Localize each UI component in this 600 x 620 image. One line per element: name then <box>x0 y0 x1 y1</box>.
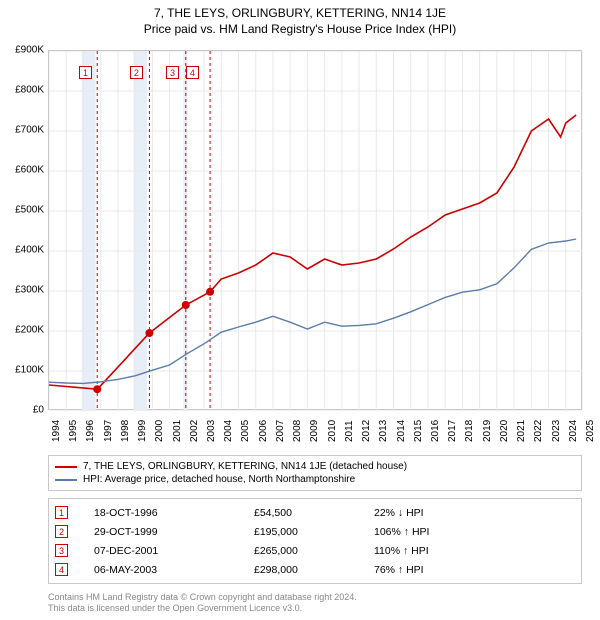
transaction-date: 18-OCT-1996 <box>94 507 254 519</box>
y-tick-label: £0 <box>33 405 44 416</box>
x-tick-label: 2012 <box>361 420 372 442</box>
x-tick-label: 1999 <box>137 420 148 442</box>
footer-line2: This data is licensed under the Open Gov… <box>48 603 357 614</box>
transaction-price: £195,000 <box>254 526 374 538</box>
transaction-date: 07-DEC-2001 <box>94 545 254 557</box>
legend-item: HPI: Average price, detached house, Nort… <box>55 473 575 486</box>
transaction-row: 2 29-OCT-1999£195,000106% ↑ HPI <box>55 522 575 541</box>
legend-swatch <box>55 466 77 468</box>
legend-label: HPI: Average price, detached house, Nort… <box>83 474 355 485</box>
x-tick-label: 2014 <box>396 420 407 442</box>
legend-label: 7, THE LEYS, ORLINGBURY, KETTERING, NN14… <box>83 461 407 472</box>
x-tick-label: 2019 <box>482 420 493 442</box>
x-tick-label: 2007 <box>275 420 286 442</box>
transaction-marker: 2 <box>55 525 68 538</box>
y-tick-label: £500K <box>15 205 44 216</box>
x-tick-label: 2011 <box>344 420 355 442</box>
chart-title-block: 7, THE LEYS, ORLINGBURY, KETTERING, NN14… <box>0 0 600 36</box>
x-tick-label: 2024 <box>568 420 579 442</box>
transaction-marker: 1 <box>55 506 68 519</box>
transaction-marker: 4 <box>55 563 68 576</box>
x-tick-label: 2005 <box>240 420 251 442</box>
x-tick-label: 2017 <box>447 420 458 442</box>
x-tick-label: 2003 <box>206 420 217 442</box>
footer-attribution: Contains HM Land Registry data © Crown c… <box>48 592 357 615</box>
transactions-table: 1 18-OCT-1996£54,50022% ↓ HPI 2 29-OCT-1999… <box>48 498 582 584</box>
chart-area: 1 2 34 <box>48 50 582 410</box>
plot-svg <box>49 51 583 411</box>
transaction-date: 29-OCT-1999 <box>94 526 254 538</box>
x-tick-label: 2016 <box>430 420 441 442</box>
x-tick-label: 1995 <box>68 420 79 442</box>
transaction-price: £298,000 <box>254 564 374 576</box>
x-tick-label: 2021 <box>516 420 527 442</box>
y-tick-label: £700K <box>15 125 44 136</box>
x-tick-label: 2002 <box>189 420 200 442</box>
legend-item: 7, THE LEYS, ORLINGBURY, KETTERING, NN14… <box>55 460 575 473</box>
transaction-row: 1 18-OCT-1996£54,50022% ↓ HPI <box>55 503 575 522</box>
transaction-row: 3 07-DEC-2001£265,000110% ↑ HPI <box>55 541 575 560</box>
chart-marker-4: 4 <box>186 66 199 79</box>
x-tick-label: 2020 <box>499 420 510 442</box>
x-tick-label: 1998 <box>120 420 131 442</box>
y-tick-label: £100K <box>15 365 44 376</box>
transaction-row: 4 06-MAY-2003£298,00076% ↑ HPI <box>55 560 575 579</box>
x-tick-label: 2022 <box>533 420 544 442</box>
x-tick-label: 2000 <box>154 420 165 442</box>
legend-swatch <box>55 479 77 481</box>
y-tick-label: £600K <box>15 165 44 176</box>
y-tick-label: £300K <box>15 285 44 296</box>
y-tick-label: £200K <box>15 325 44 336</box>
transaction-price: £265,000 <box>254 545 374 557</box>
y-tick-label: £900K <box>15 45 44 56</box>
y-tick-label: £400K <box>15 245 44 256</box>
x-axis-labels: 1994 1995 1996 1997 1998 1999 2000 2001 2002 2003… <box>48 412 582 452</box>
x-tick-label: 2004 <box>223 420 234 442</box>
x-tick-label: 2013 <box>378 420 389 442</box>
x-tick-label: 2015 <box>413 420 424 442</box>
transaction-price: £54,500 <box>254 507 374 519</box>
footer-line1: Contains HM Land Registry data © Crown c… <box>48 592 357 603</box>
x-tick-label: 1994 <box>51 420 62 442</box>
x-tick-label: 2025 <box>585 420 596 442</box>
x-tick-label: 2001 <box>172 420 183 442</box>
x-tick-label: 2009 <box>309 420 320 442</box>
title-line2: Price paid vs. HM Land Registry's House … <box>0 22 600 36</box>
legend: 7, THE LEYS, ORLINGBURY, KETTERING, NN14… <box>48 455 582 491</box>
x-tick-label: 2010 <box>327 420 338 442</box>
y-axis-labels: £0£100K£200K£300K£400K£500K£600K£700K£80… <box>6 50 46 410</box>
x-tick-label: 1996 <box>85 420 96 442</box>
transaction-pct: 22% ↓ HPI <box>374 507 484 519</box>
transaction-date: 06-MAY-2003 <box>94 564 254 576</box>
chart-marker-2: 2 <box>130 66 143 79</box>
title-line1: 7, THE LEYS, ORLINGBURY, KETTERING, NN14… <box>0 6 600 20</box>
plot-region <box>48 50 582 410</box>
transaction-pct: 110% ↑ HPI <box>374 545 484 557</box>
chart-marker-3: 3 <box>166 66 179 79</box>
x-tick-label: 2006 <box>258 420 269 442</box>
transaction-marker: 3 <box>55 544 68 557</box>
x-tick-label: 2018 <box>464 420 475 442</box>
y-tick-label: £800K <box>15 85 44 96</box>
chart-marker-1: 1 <box>79 66 92 79</box>
transaction-pct: 106% ↑ HPI <box>374 526 484 538</box>
transaction-pct: 76% ↑ HPI <box>374 564 484 576</box>
x-tick-label: 1997 <box>103 420 114 442</box>
x-tick-label: 2008 <box>292 420 303 442</box>
x-tick-label: 2023 <box>551 420 562 442</box>
